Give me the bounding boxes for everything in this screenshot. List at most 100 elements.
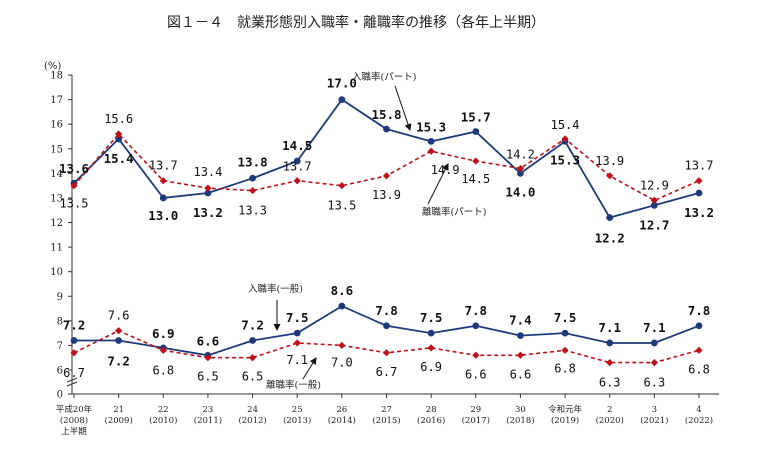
x-tick-label: (2008) (60, 415, 88, 426)
x-tick-label: 23 (203, 405, 214, 415)
axes: 06789101112131415161718平成20年(2008)上半期21(… (50, 71, 719, 437)
y-tick-label: 18 (50, 71, 63, 82)
y-tick-label: 17 (50, 95, 63, 106)
data-point-marker (695, 322, 703, 330)
y-tick-label: 14 (50, 169, 63, 180)
axis-break-mark (66, 377, 78, 387)
series-2 (70, 130, 703, 204)
x-tick-label: (2022) (685, 415, 713, 426)
data-label: 6.8 (152, 363, 174, 377)
data-label: 7.5 (554, 310, 577, 325)
data-label: 6.5 (197, 370, 219, 384)
data-label: 15.6 (104, 112, 133, 126)
data-label: 8.6 (331, 283, 354, 298)
y-tick-label: 6 (57, 366, 63, 377)
data-label: 6.6 (465, 367, 487, 381)
data-label: 7.2 (63, 318, 86, 333)
data-label: 13.0 (148, 208, 178, 223)
data-point-marker (472, 322, 480, 330)
data-point-marker (427, 147, 435, 155)
x-tick-label: 24 (247, 405, 258, 415)
data-point-marker (159, 177, 167, 185)
x-tick-label: (2013) (283, 415, 311, 426)
x-tick-label: 令和元年 (548, 404, 583, 415)
data-label: 12.2 (595, 231, 625, 246)
data-point-marker (650, 339, 658, 347)
data-label: 15.4 (551, 118, 580, 132)
x-tick-label: (2016) (417, 415, 445, 426)
data-point-marker (249, 337, 256, 344)
data-label: 13.2 (684, 205, 714, 220)
data-point-marker (293, 329, 301, 337)
data-point-marker (293, 339, 301, 347)
x-tick-label: (2012) (238, 415, 266, 426)
data-labels: 13.6 15.4 13.0 13.2 13.8 14.5 17.0 15.8 15.3 15.7… (59, 76, 714, 390)
x-tick-label: (2010) (149, 415, 177, 426)
data-point-marker (204, 189, 212, 197)
x-tick-label: 22 (158, 405, 169, 415)
data-label: 6.7 (63, 366, 85, 380)
data-point-marker (561, 346, 569, 354)
data-label: 13.7 (149, 159, 178, 173)
y-tick-label: 0 (57, 390, 63, 401)
data-point-marker (695, 346, 703, 354)
x-tick-label: 4 (696, 405, 701, 415)
x-tick-label: (2009) (105, 415, 133, 426)
data-label: 12.7 (639, 217, 669, 232)
data-point-marker (650, 359, 658, 367)
data-point-marker (338, 96, 346, 104)
data-label: 6.5 (242, 370, 264, 384)
data-point-marker (338, 341, 346, 350)
data-point-marker (650, 196, 658, 204)
data-label: 14.5 (282, 138, 312, 153)
y-tick-label: 7 (57, 341, 63, 352)
data-label: 13.5 (327, 199, 356, 213)
data-label: 7.0 (331, 355, 353, 369)
x-tick-label: (2011) (194, 415, 222, 426)
data-label: 13.6 (59, 161, 89, 176)
data-label: 13.2 (193, 205, 223, 220)
data-point-marker (115, 327, 123, 335)
series-layer (70, 96, 703, 367)
data-point-marker (70, 337, 78, 344)
x-tick-label: 26 (336, 405, 347, 415)
data-point-marker (338, 302, 346, 310)
data-label: 7.5 (286, 310, 309, 325)
data-label: 15.3 (416, 119, 446, 134)
data-point-marker (427, 138, 435, 145)
data-point-marker (561, 135, 569, 143)
data-label: 13.9 (372, 188, 401, 202)
data-label: 7.2 (241, 318, 264, 333)
data-label: 7.4 (509, 313, 532, 328)
annotations: 入職率(パート) 離職率(パート) 入職率(一般) 離職率(一般) (248, 71, 486, 391)
data-point-marker (115, 130, 123, 138)
data-label: 13.7 (685, 159, 714, 173)
data-point-marker (382, 172, 391, 180)
data-label: 14.0 (505, 184, 535, 199)
data-label: 6.3 (599, 376, 621, 390)
y-tick-label: 11 (50, 243, 63, 254)
data-label: 17.0 (327, 76, 357, 91)
annotation-arrow (427, 163, 449, 205)
data-label: 15.8 (371, 107, 401, 122)
data-point-marker (427, 344, 435, 352)
data-label: 7.8 (375, 303, 398, 318)
x-tick-label: 29 (470, 405, 481, 415)
series-annotation: 離職率(パート) (422, 206, 486, 218)
x-tick-label: 25 (292, 405, 303, 415)
data-point-marker (204, 354, 212, 362)
x-tick-label: 30 (515, 405, 526, 415)
data-label: 7.5 (420, 310, 443, 325)
x-tick-label: (2015) (372, 415, 400, 426)
data-point-marker (204, 184, 212, 192)
y-tick-label: 10 (50, 267, 63, 278)
data-point-marker (293, 157, 301, 165)
data-point-marker (248, 186, 257, 195)
data-point-marker (561, 329, 569, 337)
y-unit-label: (%) (44, 61, 61, 72)
x-tick-label: 2 (607, 405, 612, 415)
data-point-marker (472, 128, 480, 135)
data-point-marker (115, 337, 123, 344)
y-tick-label: 12 (50, 218, 63, 229)
